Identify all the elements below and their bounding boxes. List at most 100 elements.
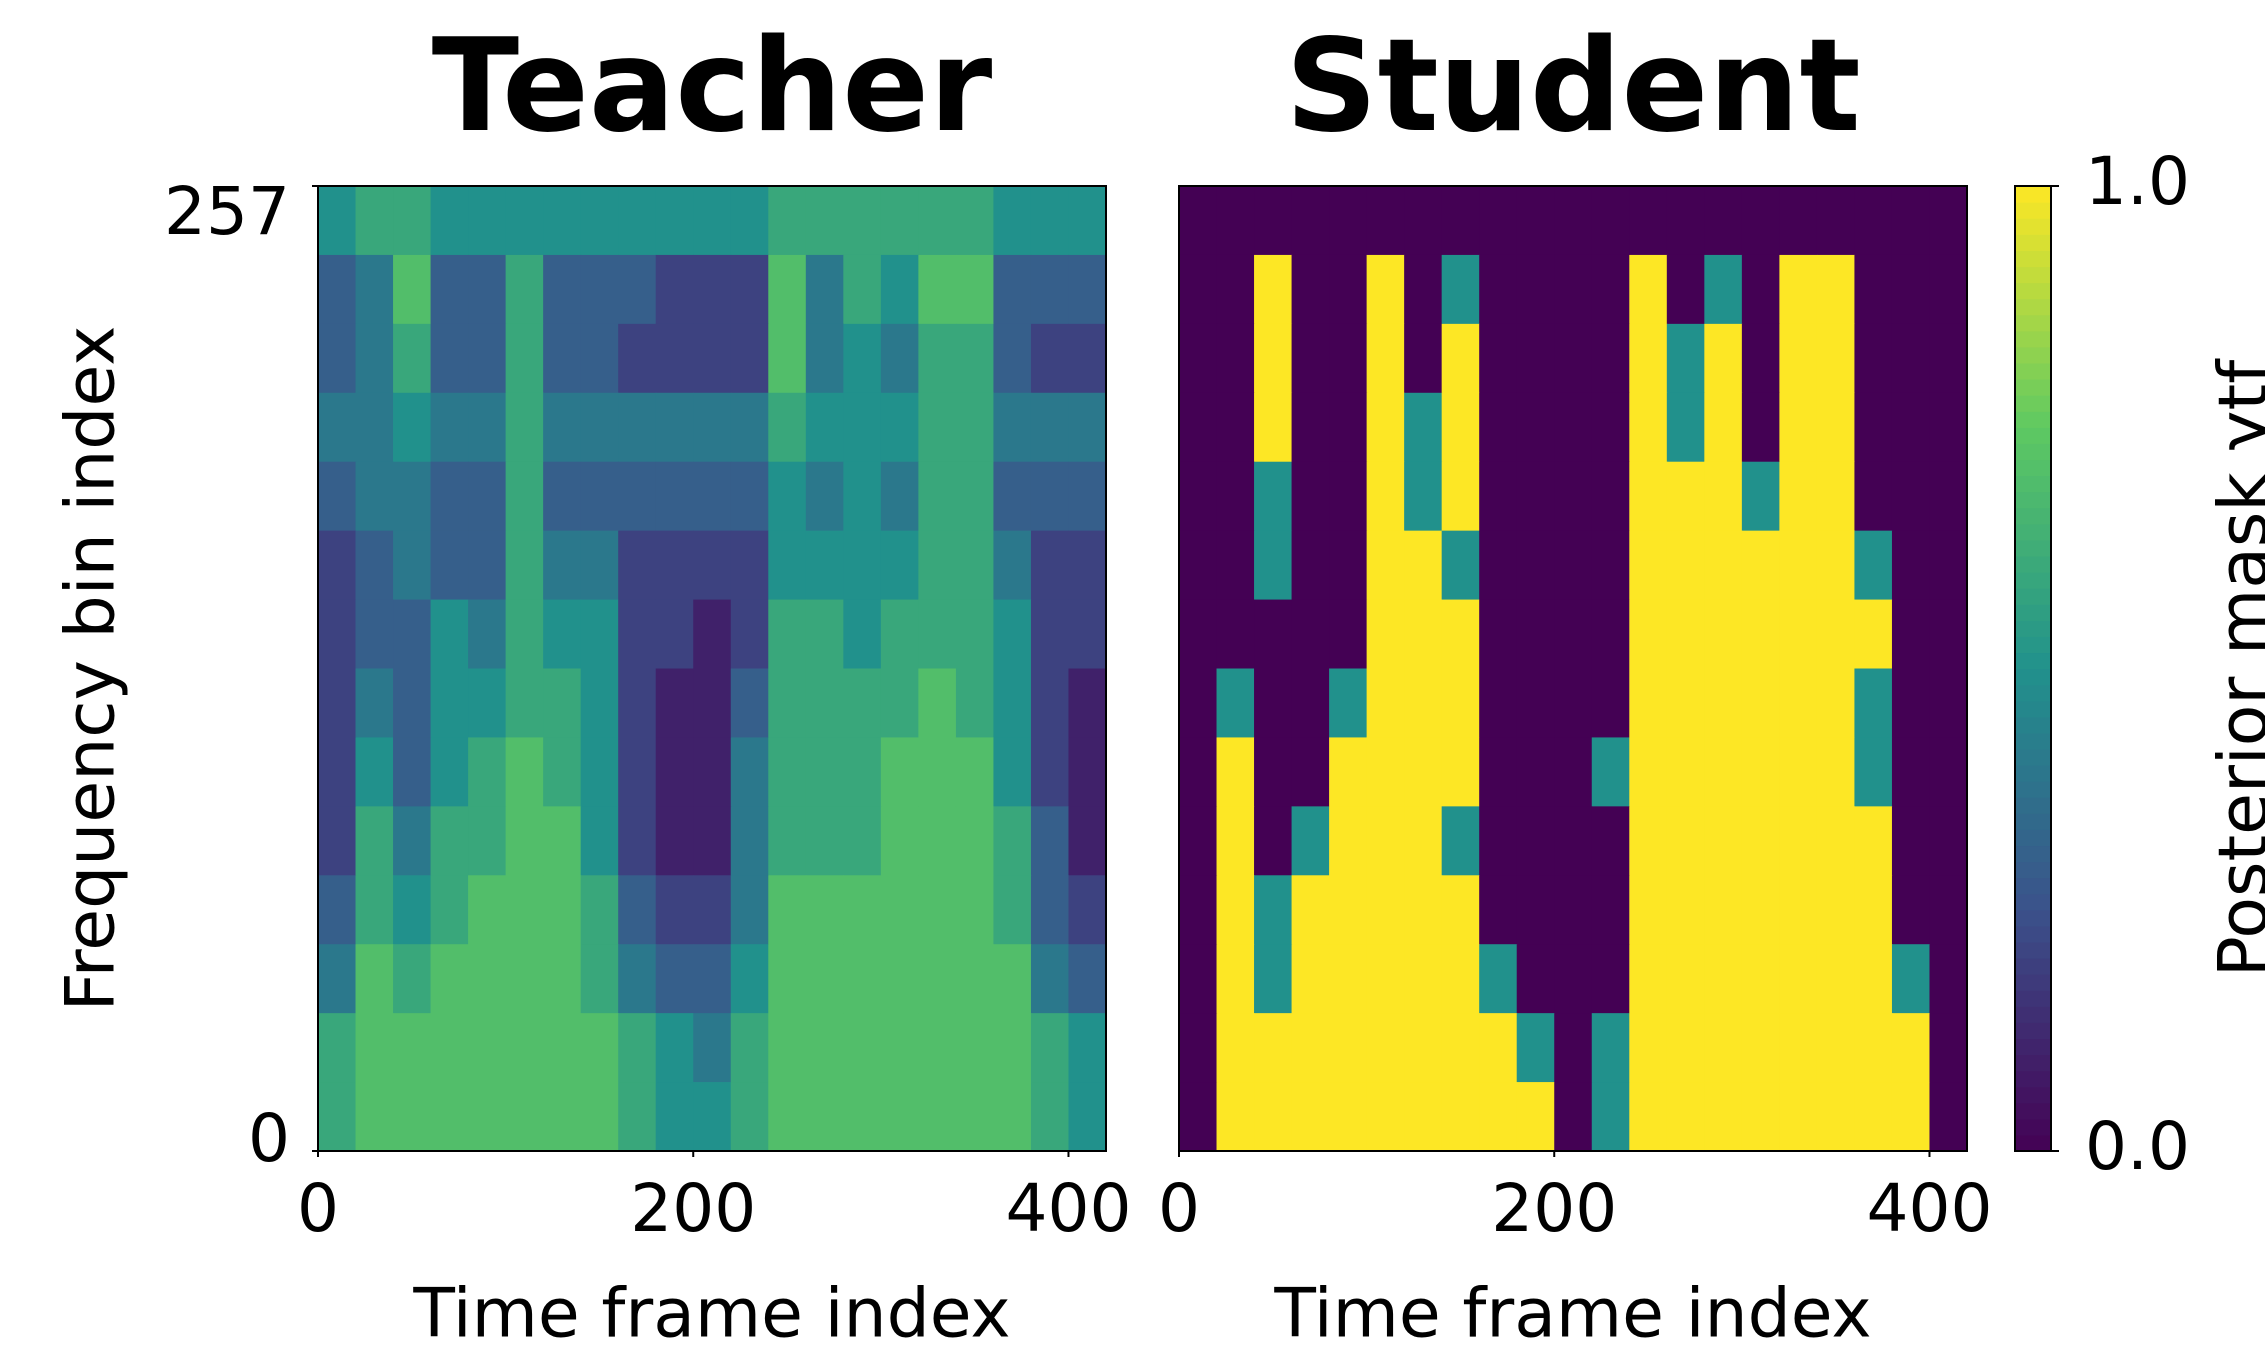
- heatmap-cell: [393, 737, 431, 807]
- heatmap-cell: [468, 737, 506, 807]
- heatmap-cell: [543, 1082, 581, 1152]
- heatmap-cell: [468, 600, 506, 670]
- heatmap-cell: [1068, 462, 1106, 532]
- heatmap-cell: [356, 737, 394, 807]
- heatmap-cell: [506, 393, 544, 463]
- heatmap-cell: [581, 462, 619, 532]
- heatmap-cell: [1329, 393, 1367, 463]
- colorbar-segment: [2015, 685, 2051, 702]
- heatmap-cell: [768, 255, 806, 325]
- heatmap-cell: [1554, 531, 1592, 601]
- heatmap-cell: [956, 462, 994, 532]
- heatmap-cell: [656, 1082, 694, 1152]
- heatmap-cell: [1479, 324, 1517, 394]
- heatmap-cell: [1479, 393, 1517, 463]
- heatmap-cell: [431, 600, 469, 670]
- heatmap-cell: [656, 600, 694, 670]
- heatmap-cell: [843, 875, 881, 945]
- heatmap-cell: [1929, 875, 1967, 945]
- colorbar-segment: [2015, 363, 2051, 380]
- colorbar-segment: [2015, 781, 2051, 798]
- colorbar-segment: [2015, 540, 2051, 557]
- heatmap-cell: [393, 324, 431, 394]
- heatmap-cell: [1742, 324, 1780, 394]
- heatmap-cell: [1779, 1013, 1817, 1083]
- heatmap-cell: [881, 186, 919, 256]
- heatmap-cell: [918, 255, 956, 325]
- heatmap-cell: [468, 324, 506, 394]
- heatmap-cell: [1554, 806, 1592, 876]
- heatmap-cell: [318, 600, 356, 670]
- heatmap-cell: [1554, 669, 1592, 739]
- heatmap-cell: [506, 737, 544, 807]
- heatmap-cell: [431, 531, 469, 601]
- heatmap-cell: [1329, 186, 1367, 256]
- heatmap-cell: [1892, 944, 1930, 1014]
- heatmap-cell: [1854, 393, 1892, 463]
- x-tick-label: 0: [297, 1170, 339, 1247]
- x-tick-label: 400: [1866, 1170, 1992, 1247]
- heatmap-cell: [1817, 669, 1855, 739]
- heatmap-cell: [1442, 944, 1480, 1014]
- colorbar-segment: [2015, 250, 2051, 267]
- heatmap-cell: [468, 462, 506, 532]
- heatmap-cell: [768, 393, 806, 463]
- colorbar-segment: [2015, 556, 2051, 573]
- heatmap-cell: [1479, 669, 1517, 739]
- heatmap-cell: [618, 531, 656, 601]
- colorbar-segment: [2015, 1119, 2051, 1136]
- heatmap-cell: [1179, 875, 1217, 945]
- heatmap-cell: [1367, 1013, 1405, 1083]
- heatmap-cell: [1592, 393, 1630, 463]
- heatmap-cell: [956, 944, 994, 1014]
- heatmap-cell: [1892, 462, 1930, 532]
- heatmap-cell: [843, 1082, 881, 1152]
- heatmap-cell: [918, 944, 956, 1014]
- heatmap-cell: [1929, 1082, 1967, 1152]
- heatmap-cell: [956, 1013, 994, 1083]
- heatmap-cell: [431, 669, 469, 739]
- x-tick-label: 200: [630, 1170, 756, 1247]
- heatmap-cell: [1667, 1082, 1705, 1152]
- heatmap-cell: [431, 255, 469, 325]
- heatmap-cell: [1892, 737, 1930, 807]
- heatmap-cell: [1254, 1082, 1292, 1152]
- heatmap-cell: [1592, 462, 1630, 532]
- heatmap-cell: [1329, 255, 1367, 325]
- heatmap-cell: [1854, 600, 1892, 670]
- heatmap-cell: [843, 186, 881, 256]
- heatmap-cell: [543, 737, 581, 807]
- heatmap-cell: [1442, 255, 1480, 325]
- heatmap-cell: [843, 1013, 881, 1083]
- heatmap-cell: [768, 944, 806, 1014]
- figure: Teacher0200400Time frame index0257Freque…: [0, 0, 2265, 1359]
- heatmap-cell: [543, 669, 581, 739]
- heatmap-cell: [1629, 600, 1667, 670]
- heatmap-cell: [1892, 600, 1930, 670]
- heatmap-cell: [1031, 737, 1069, 807]
- colorbar-segment: [2015, 701, 2051, 718]
- heatmap-cell: [431, 875, 469, 945]
- heatmap-cell: [881, 393, 919, 463]
- heatmap-cell: [1929, 186, 1967, 256]
- heatmap-cell: [1517, 669, 1555, 739]
- heatmap-cell: [1031, 462, 1069, 532]
- heatmap-cell: [1629, 1013, 1667, 1083]
- heatmap-cell: [1892, 393, 1930, 463]
- heatmap-cell: [318, 531, 356, 601]
- heatmap-cell: [1817, 531, 1855, 601]
- heatmap-cell: [543, 324, 581, 394]
- colorbar-segment: [2015, 218, 2051, 235]
- heatmap-cell: [1479, 875, 1517, 945]
- heatmap-cell: [1442, 875, 1480, 945]
- heatmap-cell: [506, 669, 544, 739]
- heatmap-cell: [993, 737, 1031, 807]
- heatmap-cell: [918, 875, 956, 945]
- heatmap-cell: [918, 531, 956, 601]
- colorbar-segment: [2015, 797, 2051, 814]
- heatmap-cell: [431, 462, 469, 532]
- heatmap-cell: [1329, 531, 1367, 601]
- heatmap-cell: [468, 255, 506, 325]
- heatmap-cell: [1479, 255, 1517, 325]
- colorbar-segment: [2015, 733, 2051, 750]
